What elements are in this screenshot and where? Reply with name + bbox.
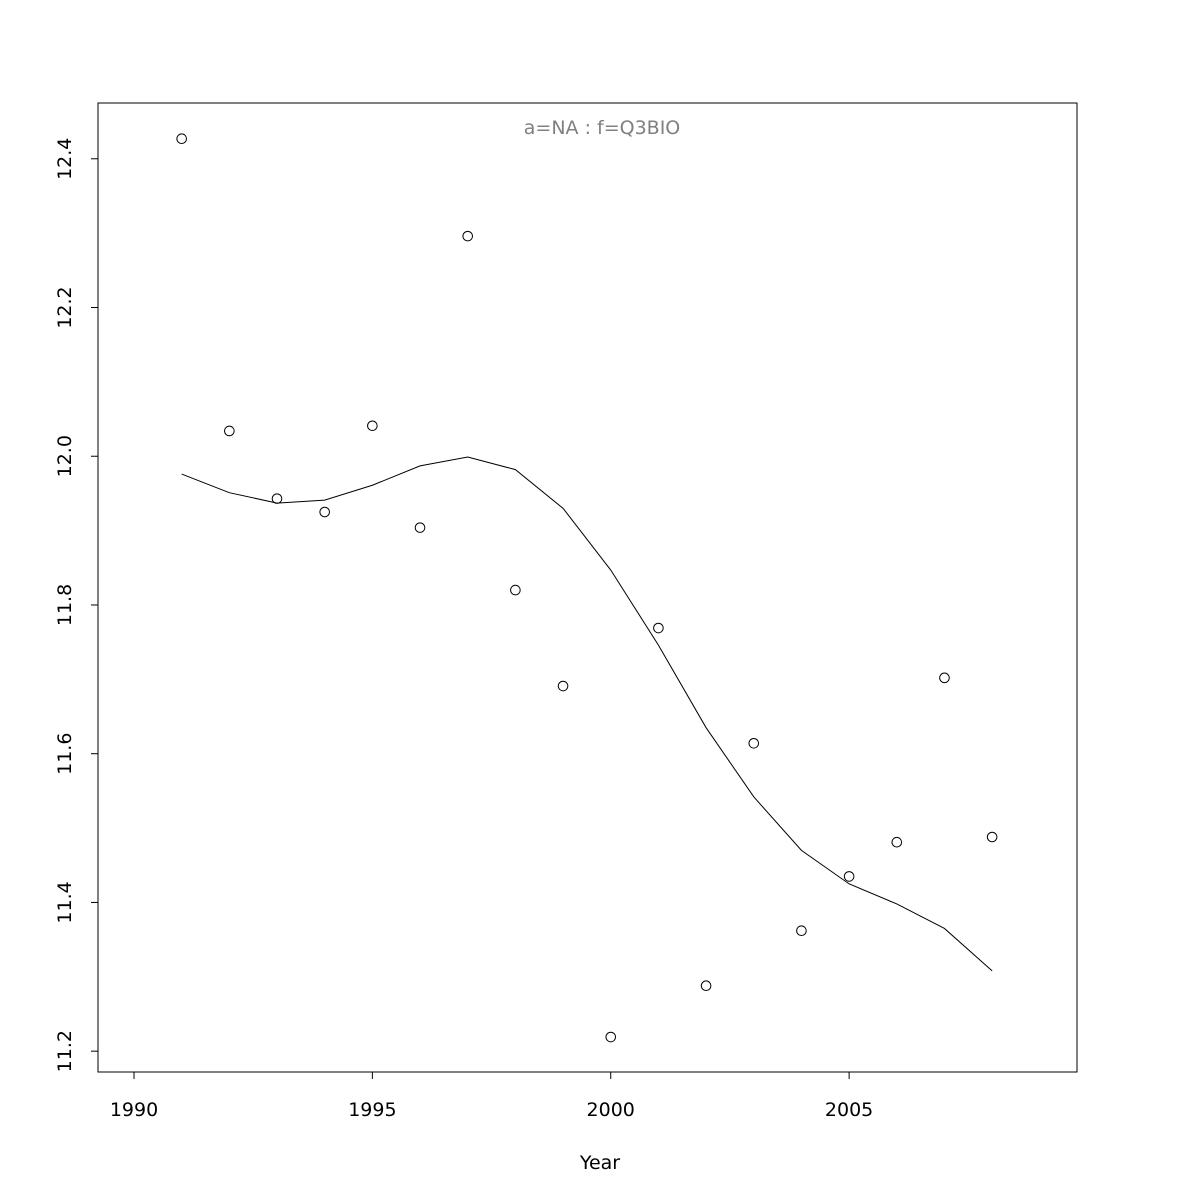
x-tick-label: 2005	[825, 1099, 873, 1121]
y-tick-label: 11.6	[54, 733, 76, 775]
point	[843, 871, 855, 882]
point	[939, 672, 950, 684]
point	[557, 680, 569, 692]
line	[181, 456, 993, 972]
y-tick-label: 12.2	[54, 286, 76, 328]
x-tick-label: 2000	[587, 1099, 635, 1121]
point	[367, 420, 378, 432]
point	[462, 230, 474, 242]
x-axis-label: Year	[579, 1152, 620, 1174]
point	[319, 506, 330, 518]
chart-title: a=NA : f=Q3BIO	[524, 117, 681, 139]
point	[653, 622, 664, 634]
point	[700, 980, 712, 992]
y-tick-label: 12.4	[54, 138, 76, 180]
point	[510, 584, 521, 596]
point	[176, 133, 187, 144]
x-tick-label: 1990	[110, 1099, 158, 1121]
point	[414, 522, 426, 533]
y-tick-label: 11.8	[54, 584, 76, 626]
point	[605, 1031, 617, 1043]
point	[224, 425, 235, 437]
y-tick-label: 11.4	[54, 881, 76, 923]
y-tick-label: 11.2	[54, 1030, 76, 1072]
x-tick-label: 1995	[348, 1099, 396, 1121]
point	[891, 836, 903, 848]
point	[748, 737, 760, 749]
y-tick-label: 12.0	[54, 435, 76, 477]
point	[796, 925, 807, 937]
point	[986, 831, 998, 843]
